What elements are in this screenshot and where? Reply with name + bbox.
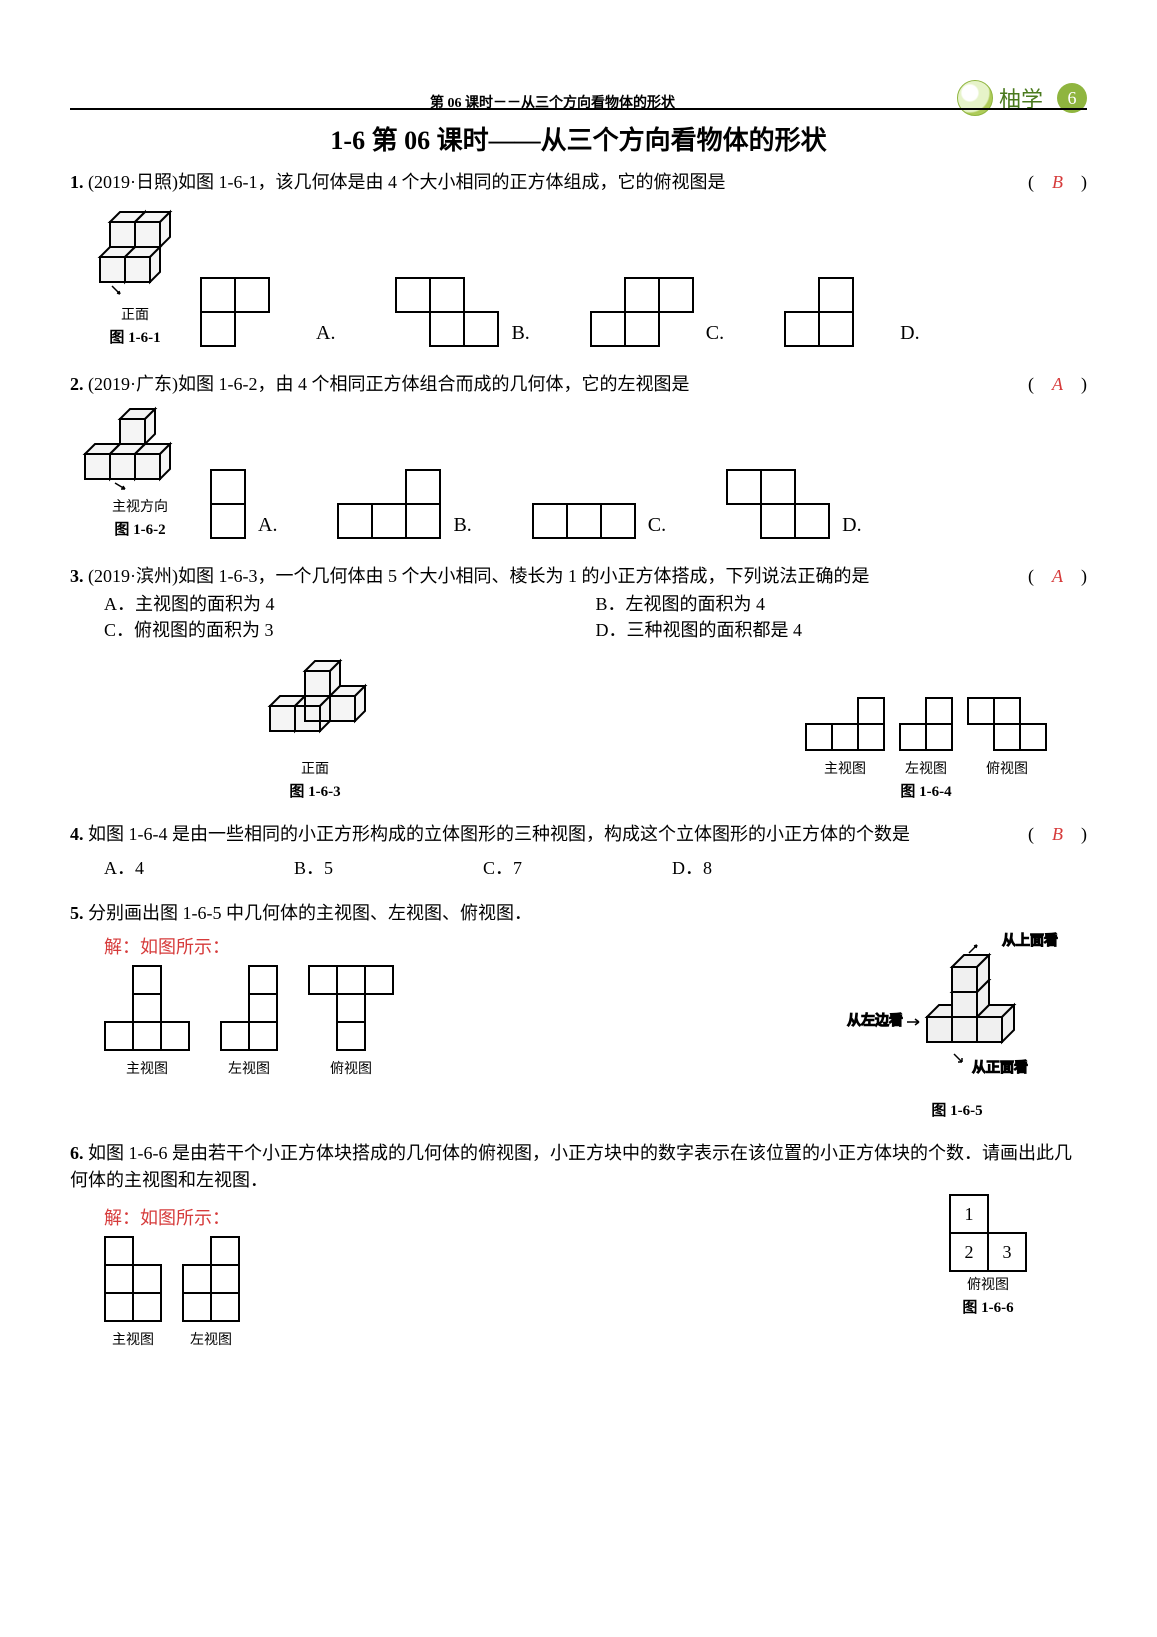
q5-v3-label: 俯视图 xyxy=(308,1058,394,1078)
q3-optC: C．俯视图的面积为 3 xyxy=(104,616,596,642)
header-rule xyxy=(70,108,1087,110)
q3-view2-label: 左视图 xyxy=(899,758,953,778)
q2-label-c: C. xyxy=(648,514,666,537)
q4-optA: A．4 xyxy=(104,854,144,880)
q3-view1-grid xyxy=(805,697,885,751)
q4-optD: D．8 xyxy=(672,854,712,880)
q5-views-row: 主视图 左视图 俯视图 xyxy=(104,965,807,1078)
q2-number: 2. xyxy=(70,374,84,394)
q1-label-c: C. xyxy=(706,322,724,345)
q3-face-label: 正面 xyxy=(250,758,380,778)
q1-label-b: B. xyxy=(511,322,529,345)
q1-option-a-grid xyxy=(200,277,304,347)
q1-label-d: D. xyxy=(900,322,919,345)
q3-optD: D．三种视图的面积都是 4 xyxy=(596,616,1088,642)
logo-icon xyxy=(957,80,993,116)
q2-option-b-grid xyxy=(337,469,441,539)
q4-answer-paren: ( B ) xyxy=(1028,821,1087,848)
q2-caption: 图 1-6-2 xyxy=(70,518,210,539)
q6-v1-label: 主视图 xyxy=(104,1329,162,1349)
svg-text:从上面看: 从上面看 xyxy=(1002,933,1058,949)
q4-options-row: A．4 B．5 C．7 D．8 xyxy=(104,854,1087,880)
q1-text: (2019·日照)如图 1-6-1，该几何体是由 4 个大小相同的正方体组成，它… xyxy=(88,172,725,192)
q6-views-row: 主视图 左视图 xyxy=(104,1236,929,1349)
q1-face-label: 正面 xyxy=(70,304,200,324)
q5-v1-label: 主视图 xyxy=(104,1058,190,1078)
q3-view2-grid xyxy=(899,697,953,751)
q3-view1-label: 主视图 xyxy=(805,758,885,778)
q3-text: (2019·滨州)如图 1-6-3，一个几何体由 5 个大小相同、棱长为 1 的… xyxy=(88,566,869,586)
header-brand: 柚学 6 xyxy=(957,80,1087,116)
q1-number: 1. xyxy=(70,172,84,192)
q4-optC: C．7 xyxy=(483,854,522,880)
q3-optA: A．主视图的面积为 4 xyxy=(104,590,596,616)
svg-text:从左边看: 从左边看 xyxy=(847,1013,903,1029)
q3-answer-paren: ( A ) xyxy=(1028,563,1087,590)
q2-label-a: A. xyxy=(258,514,277,537)
question-6: 6. 如图 1-6-6 是由若干个小正方体块搭成的几何体的俯视图，小正方块中的数… xyxy=(70,1140,1087,1194)
q6-solution-label: 解：如图所示： xyxy=(104,1204,1087,1230)
q3-figure-row: 正面 图 1-6-3 主视图 左视图 俯视图 图 1-6-4 xyxy=(70,646,1087,801)
q1-caption: 图 1-6-1 xyxy=(70,326,200,347)
lesson-title: 1-6 第 06 课时——从三个方向看物体的形状 xyxy=(70,120,1087,157)
q2-answer-paren: ( A ) xyxy=(1028,371,1087,398)
question-2: 2. (2019·广东)如图 1-6-2，由 4 个相同正方体组合而成的几何体，… xyxy=(70,371,1087,398)
q3-optB: B．左视图的面积为 4 xyxy=(596,590,1088,616)
q5-view3-grid xyxy=(308,965,394,1051)
q1-solid-figure xyxy=(70,202,180,302)
q6-view1-grid xyxy=(104,1236,162,1322)
q1-option-b-grid xyxy=(395,277,499,347)
q4-answer: B xyxy=(1052,824,1063,844)
q1-answer-paren: ( B ) xyxy=(1028,169,1087,196)
q5-v2-label: 左视图 xyxy=(220,1058,278,1078)
q3-caption: 图 1-6-3 xyxy=(250,780,380,801)
q5-text: 分别画出图 1-6-5 中几何体的主视图、左视图、俯视图． xyxy=(88,903,532,923)
q4-text: 如图 1-6-4 是由一些相同的小正方形构成的立体图形的三种视图，构成这个立体图… xyxy=(88,824,910,844)
q6-topview-block: 1 23 俯视图 图 1-6-6 xyxy=(949,1194,1027,1317)
q2-text: (2019·广东)如图 1-6-2，由 4 个相同正方体组合而成的几何体，它的左… xyxy=(88,374,689,394)
q2-figure-row: 主视方向 图 1-6-2 A. B. C. D. xyxy=(70,404,1087,539)
q6-view2-grid xyxy=(182,1236,240,1322)
q3-solid-figure xyxy=(250,646,380,756)
q2-label-b: B. xyxy=(453,514,471,537)
q1-figure-row: 正面 图 1-6-1 A. B. C. D. xyxy=(70,202,1087,347)
q2-option-a-grid xyxy=(210,469,246,539)
q5-number: 5. xyxy=(70,903,84,923)
svg-text:从正面看: 从正面看 xyxy=(972,1060,1028,1076)
q1-label-a: A. xyxy=(316,322,335,345)
q5-view2-grid xyxy=(220,965,278,1051)
q6-number: 6. xyxy=(70,1143,84,1163)
q2-solid-figure xyxy=(70,404,190,494)
q5-solid-block: 从上面看 从左边看 从正面看 图 1-6-5 xyxy=(827,927,1087,1120)
q3-view3-grid xyxy=(967,697,1047,751)
q2-label-d: D. xyxy=(842,514,861,537)
q3-number: 3. xyxy=(70,566,84,586)
q3-answer: A xyxy=(1052,566,1063,586)
q2-face-label: 主视方向 xyxy=(70,496,210,516)
q2-answer: A xyxy=(1052,374,1063,394)
q3-options: A．主视图的面积为 4 B．左视图的面积为 4 xyxy=(104,590,1087,616)
q1-option-d-grid xyxy=(784,277,888,347)
q6-topview-table: 1 23 xyxy=(949,1194,1027,1272)
q2-option-d-grid xyxy=(726,469,830,539)
q5-solid-figure: 从上面看 从左边看 从正面看 xyxy=(827,927,1087,1097)
question-5: 5. 分别画出图 1-6-5 中几何体的主视图、左视图、俯视图． xyxy=(70,900,1087,927)
q3-caption2: 图 1-6-4 xyxy=(805,780,1047,801)
q1-option-c-grid xyxy=(590,277,694,347)
q2-option-c-grid xyxy=(532,503,636,539)
question-4: 4. 如图 1-6-4 是由一些相同的小正方形构成的立体图形的三种视图，构成这个… xyxy=(70,821,1087,848)
question-3: 3. (2019·滨州)如图 1-6-3，一个几何体由 5 个大小相同、棱长为 … xyxy=(70,563,1087,590)
q6-v2-label: 左视图 xyxy=(182,1329,240,1349)
q5-view1-grid xyxy=(104,965,190,1051)
q6-caption: 图 1-6-6 xyxy=(949,1296,1027,1317)
q4-optB: B．5 xyxy=(294,854,333,880)
q5-caption: 图 1-6-5 xyxy=(827,1099,1087,1120)
q3-view3-label: 俯视图 xyxy=(967,758,1047,778)
q6-text: 如图 1-6-6 是由若干个小正方体块搭成的几何体的俯视图，小正方块中的数字表示… xyxy=(70,1143,1072,1190)
q1-answer: B xyxy=(1052,172,1063,192)
q4-number: 4. xyxy=(70,824,84,844)
question-1: 1. (2019·日照)如图 1-6-1，该几何体是由 4 个大小相同的正方体组… xyxy=(70,169,1087,196)
q6-sub-label: 俯视图 xyxy=(949,1274,1027,1294)
